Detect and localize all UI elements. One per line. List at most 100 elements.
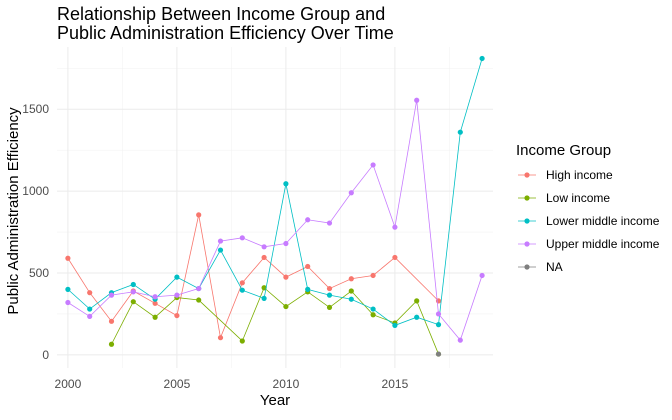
- data-point: [435, 311, 442, 317]
- data-point: [239, 287, 245, 293]
- data-point: [65, 286, 71, 292]
- data-point: [87, 290, 93, 296]
- legend-label: NA: [546, 260, 563, 274]
- grid: [57, 47, 493, 368]
- data-point: [196, 297, 202, 303]
- tick-labels: 2000 2005 2010 2015 0 500 1000 1500: [22, 102, 408, 391]
- data-point: [326, 220, 333, 226]
- data-point: [305, 263, 311, 270]
- legend-item: NA: [518, 260, 563, 274]
- data-point: [283, 240, 289, 247]
- data-point: [174, 292, 180, 298]
- y-tick-label: 500: [29, 266, 49, 280]
- data-point: [174, 274, 180, 280]
- y-axis-title: Public Administration Efficiency: [5, 107, 22, 315]
- series-na: [435, 351, 442, 357]
- data-point: [239, 280, 245, 286]
- data-point: [479, 55, 485, 62]
- data-point: [196, 285, 202, 292]
- data-point: [370, 312, 376, 318]
- data-point: [326, 292, 333, 298]
- data-point: [261, 295, 267, 301]
- data-point: [87, 306, 93, 312]
- data-point: [217, 247, 224, 253]
- legend-key-point: [524, 172, 530, 178]
- data-point: [348, 288, 354, 294]
- data-point: [130, 289, 136, 295]
- data-point: [239, 235, 245, 241]
- y-tick-label: 1500: [22, 102, 49, 116]
- data-point: [261, 285, 267, 291]
- chart-title-line-1: Relationship Between Income Group and: [57, 4, 385, 24]
- data-point: [414, 298, 420, 304]
- x-tick-label: 2005: [164, 377, 191, 391]
- data-point: [435, 321, 442, 328]
- legend-label: Low income: [546, 191, 610, 205]
- data-point: [108, 318, 115, 324]
- data-point: [65, 299, 71, 306]
- data-point: [435, 351, 442, 357]
- legend-key-point: [524, 241, 530, 247]
- x-axis-title: Year: [260, 392, 290, 409]
- data-point: [348, 296, 354, 302]
- data-point: [370, 306, 376, 312]
- legend-item: Lower middle income: [518, 214, 660, 228]
- data-point: [283, 181, 289, 187]
- y-tick-label: 1000: [22, 184, 49, 198]
- data-point: [130, 299, 136, 305]
- data-point: [305, 217, 311, 223]
- data-point: [370, 272, 376, 279]
- data-point: [414, 97, 420, 103]
- data-point: [457, 129, 463, 135]
- legend-key-point: [524, 218, 530, 224]
- data-point: [305, 286, 311, 292]
- data-point: [130, 281, 136, 288]
- data-point: [108, 341, 115, 347]
- legend-item: Upper middle income: [518, 237, 660, 251]
- series-layer: [65, 55, 485, 357]
- x-tick-label: 2000: [55, 377, 82, 391]
- data-point: [65, 255, 71, 261]
- data-point: [392, 224, 398, 230]
- data-point: [261, 254, 267, 261]
- data-point: [174, 312, 180, 319]
- data-point: [108, 292, 115, 298]
- data-point: [217, 335, 224, 341]
- x-tick-label: 2015: [382, 377, 409, 391]
- legend-title: Income Group: [516, 142, 611, 159]
- legend-label: Lower middle income: [546, 214, 660, 228]
- data-point: [152, 314, 158, 320]
- legend-item: High income: [518, 168, 613, 182]
- data-point: [152, 294, 158, 300]
- data-point: [457, 337, 463, 343]
- data-point: [87, 313, 93, 320]
- data-point: [326, 304, 333, 311]
- legend-key-point: [524, 264, 530, 270]
- legend-item: Low income: [518, 191, 610, 205]
- data-point: [261, 244, 267, 250]
- legend-key-point: [524, 195, 530, 201]
- data-point: [283, 274, 289, 280]
- data-point: [479, 272, 485, 279]
- data-point: [348, 190, 354, 196]
- data-point: [326, 285, 333, 292]
- series-lower-middle-income: [65, 55, 485, 329]
- data-point: [152, 300, 158, 306]
- series-upper-middle-income: [65, 97, 485, 343]
- legend-label: High income: [546, 168, 613, 182]
- series-line: [67, 214, 439, 340]
- data-point: [392, 254, 398, 261]
- x-tick-label: 2010: [273, 377, 300, 391]
- series-high-income: [65, 212, 442, 341]
- data-point: [414, 314, 420, 320]
- y-tick-label: 0: [42, 348, 49, 362]
- legend-label: Upper middle income: [546, 237, 660, 251]
- data-point: [283, 303, 289, 310]
- data-point: [392, 322, 398, 329]
- chart-title-line-2: Public Administration Efficiency Over Ti…: [57, 23, 394, 43]
- series-line: [67, 100, 483, 341]
- data-point: [239, 338, 245, 344]
- data-point: [217, 238, 224, 244]
